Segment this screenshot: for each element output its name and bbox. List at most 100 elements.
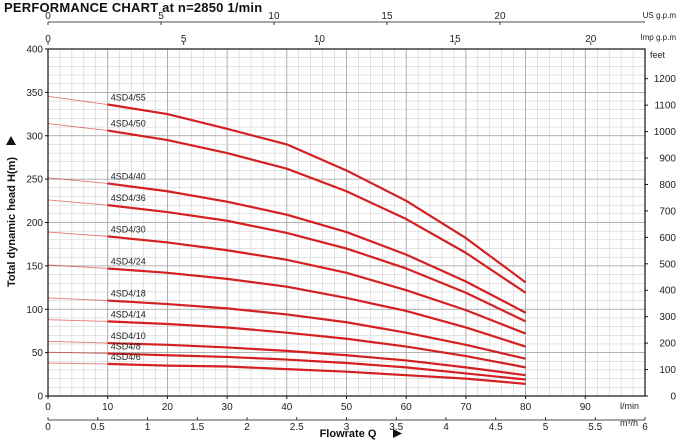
imp-gpm-tick-label: 20 [585,34,597,45]
curve-4SD4/14 [107,320,526,369]
curve-4SD4/18 [107,299,526,360]
curve-label: 4SD4/18 [111,289,146,299]
x-tick-label: 50 [341,402,353,413]
m3h-tick-label: 1.5 [190,422,204,433]
y-tick-label: 250 [26,175,43,186]
curve-4SD4/40 [107,182,527,314]
curve-extension-4SD4/24 [47,264,108,269]
y-tick-label: 50 [32,348,44,359]
imp-gpm-tick-label: 0 [45,34,51,45]
curve-label: 4SD4/10 [111,331,146,341]
curve-4SD4/36 [107,204,527,323]
m3h-tick-label: 0 [45,422,51,433]
feet-tick-label: 800 [659,180,676,191]
curve-4SD4/8 [107,352,526,381]
curve-extension-4SD4/50 [47,123,108,131]
curve-4SD4/24 [107,267,526,348]
m3h-tick-label: 6 [642,422,648,433]
us-gpm-tick-label: 0 [45,11,51,22]
y-axis-label: Total dynamic head H(m) [6,157,18,287]
feet-unit-label: feet [650,50,666,60]
imp-gpm-unit-label: Imp g.p.m [640,33,676,42]
curve-label: 4SD4/24 [111,256,146,266]
us-gpm-tick-label: 20 [494,11,506,22]
y-tick-label: 150 [26,261,43,272]
curve-label: 4SD4/36 [111,193,146,203]
x-tick-label: 30 [222,402,234,413]
m3h-tick-label: 4 [443,422,449,433]
curve-extension-4SD4/18 [47,297,108,302]
x-tick-label: 70 [460,402,472,413]
us-gpm-tick-label: 10 [268,11,280,22]
curve-label: 4SD4/8 [111,341,141,351]
y-tick-label: 0 [37,392,43,403]
feet-tick-label: 0 [670,392,676,403]
x-tick-label: 20 [162,402,174,413]
m3h-tick-label: 2 [244,422,250,433]
curve-4SD4/55 [107,103,527,284]
curve-extension-4SD4/6 [47,362,108,365]
curve-4SD4/10 [107,341,526,377]
y-tick-label: 100 [26,305,43,316]
curve-4SD4/50 [107,129,527,294]
y-tick-label: 350 [26,88,43,99]
m3h-tick-label: 2.5 [290,422,304,433]
pump-curves: 4SD4/55 4SD4/50 4SD4/40 4SD4/36 4SD4/30 4SD4/… [47,93,527,385]
curve-label: 4SD4/30 [111,224,146,234]
curve-4SD4/6 [107,362,526,385]
curve-label: 4SD4/55 [111,93,146,103]
m3h-tick-label: 1 [145,422,151,433]
curve-label: 4SD4/40 [111,171,146,181]
x-axis-label: Flowrate Q [320,428,377,440]
curve-label: 4SD4/14 [111,309,146,319]
chart-title: PERFORMANCE CHART at n=2850 1/min [4,0,263,15]
curve-extension-4SD4/30 [47,231,108,237]
x-tick-label: 90 [580,402,592,413]
us-gpm-unit-label: US g.p.m [643,11,677,20]
up-arrow-icon [6,136,16,145]
imp-gpm-tick-label: 15 [450,34,462,45]
curve-extension-4SD4/8 [47,351,108,354]
curve-extension-4SD4/10 [47,340,108,344]
m3h-tick-label: 4.5 [489,422,503,433]
m3h-unit-label: m³/h [620,418,638,428]
feet-tick-label: 300 [659,312,676,323]
x-tick-label: 60 [401,402,413,413]
curve-label: 4SD4/50 [111,119,146,129]
feet-tick-label: 1200 [654,74,677,85]
x-tick-label: 80 [520,402,532,413]
y-tick-label: 200 [26,218,43,229]
imp-gpm-tick-label: 10 [314,34,326,45]
feet-tick-label: 900 [659,154,676,165]
imp-gpm-tick-label: 5 [181,34,187,45]
y-tick-label: 300 [26,131,43,142]
right-arrow-icon [393,429,402,438]
feet-tick-label: 400 [659,286,676,297]
m3h-tick-label: 5 [543,422,549,433]
lmin-unit-label: l/min [620,401,639,411]
m3h-tick-label: 0.5 [91,422,105,433]
x-tick-label: 10 [102,402,114,413]
m3h-tick-label: 5.5 [588,422,602,433]
us-gpm-tick-label: 15 [381,11,393,22]
m3h-tick-label: 3.5 [389,422,403,433]
us-gpm-tick-label: 5 [158,11,164,22]
feet-tick-label: 700 [659,206,676,217]
curve-label: 4SD4/6 [111,352,141,362]
y-tick-label: 400 [26,45,43,56]
curve-extension-4SD4/36 [47,199,108,206]
feet-tick-label: 1100 [654,101,676,112]
x-tick-label: 0 [45,402,51,413]
curve-extension-4SD4/40 [47,177,108,184]
feet-tick-label: 100 [659,365,676,376]
curve-extension-4SD4/14 [47,319,108,322]
curve-4SD4/30 [107,235,527,335]
grid [47,48,646,397]
curve-extension-4SD4/55 [47,95,108,105]
feet-tick-label: 200 [659,339,676,350]
feet-tick-label: 500 [659,259,676,270]
m3h-tick-label: 3 [344,422,350,433]
x-tick-label: 40 [281,402,293,413]
